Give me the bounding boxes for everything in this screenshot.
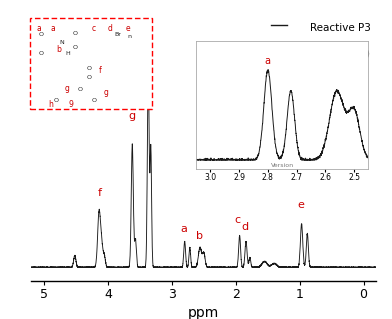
Text: f: f xyxy=(98,189,102,198)
Text: b: b xyxy=(196,231,203,241)
Text: Br: Br xyxy=(114,32,121,37)
Text: h: h xyxy=(48,100,53,109)
FancyBboxPatch shape xyxy=(30,18,152,109)
Text: O: O xyxy=(92,98,97,103)
Text: H: H xyxy=(65,51,70,56)
Text: Reactive P3: Reactive P3 xyxy=(310,23,371,33)
Text: f: f xyxy=(99,66,102,75)
Text: g: g xyxy=(64,84,69,93)
Text: a: a xyxy=(180,224,187,234)
Text: O: O xyxy=(73,45,78,50)
Text: Version: Version xyxy=(271,163,294,168)
Text: d: d xyxy=(107,24,112,33)
Text: O: O xyxy=(87,75,92,80)
Text: NHS-$p$(PEGMEMA): NHS-$p$(PEGMEMA) xyxy=(278,47,371,61)
Text: a: a xyxy=(36,24,41,33)
Text: g: g xyxy=(129,111,136,121)
Text: e: e xyxy=(298,200,304,210)
Text: c: c xyxy=(235,215,241,225)
Text: g: g xyxy=(104,88,109,98)
Text: a: a xyxy=(265,56,271,66)
Text: O: O xyxy=(78,87,83,92)
Text: h: h xyxy=(143,67,150,77)
Text: c: c xyxy=(92,24,96,33)
Text: N: N xyxy=(59,40,64,45)
Text: d: d xyxy=(241,222,248,232)
Text: O: O xyxy=(54,98,59,103)
X-axis label: ppm: ppm xyxy=(188,306,220,319)
Text: n: n xyxy=(127,33,131,39)
Text: O: O xyxy=(38,50,43,56)
Text: O: O xyxy=(73,31,78,36)
Text: a: a xyxy=(50,24,55,33)
Text: O: O xyxy=(38,32,43,37)
Text: e: e xyxy=(125,24,130,33)
Text: O: O xyxy=(87,66,92,71)
Text: b: b xyxy=(56,45,61,54)
Text: 9: 9 xyxy=(69,100,73,109)
